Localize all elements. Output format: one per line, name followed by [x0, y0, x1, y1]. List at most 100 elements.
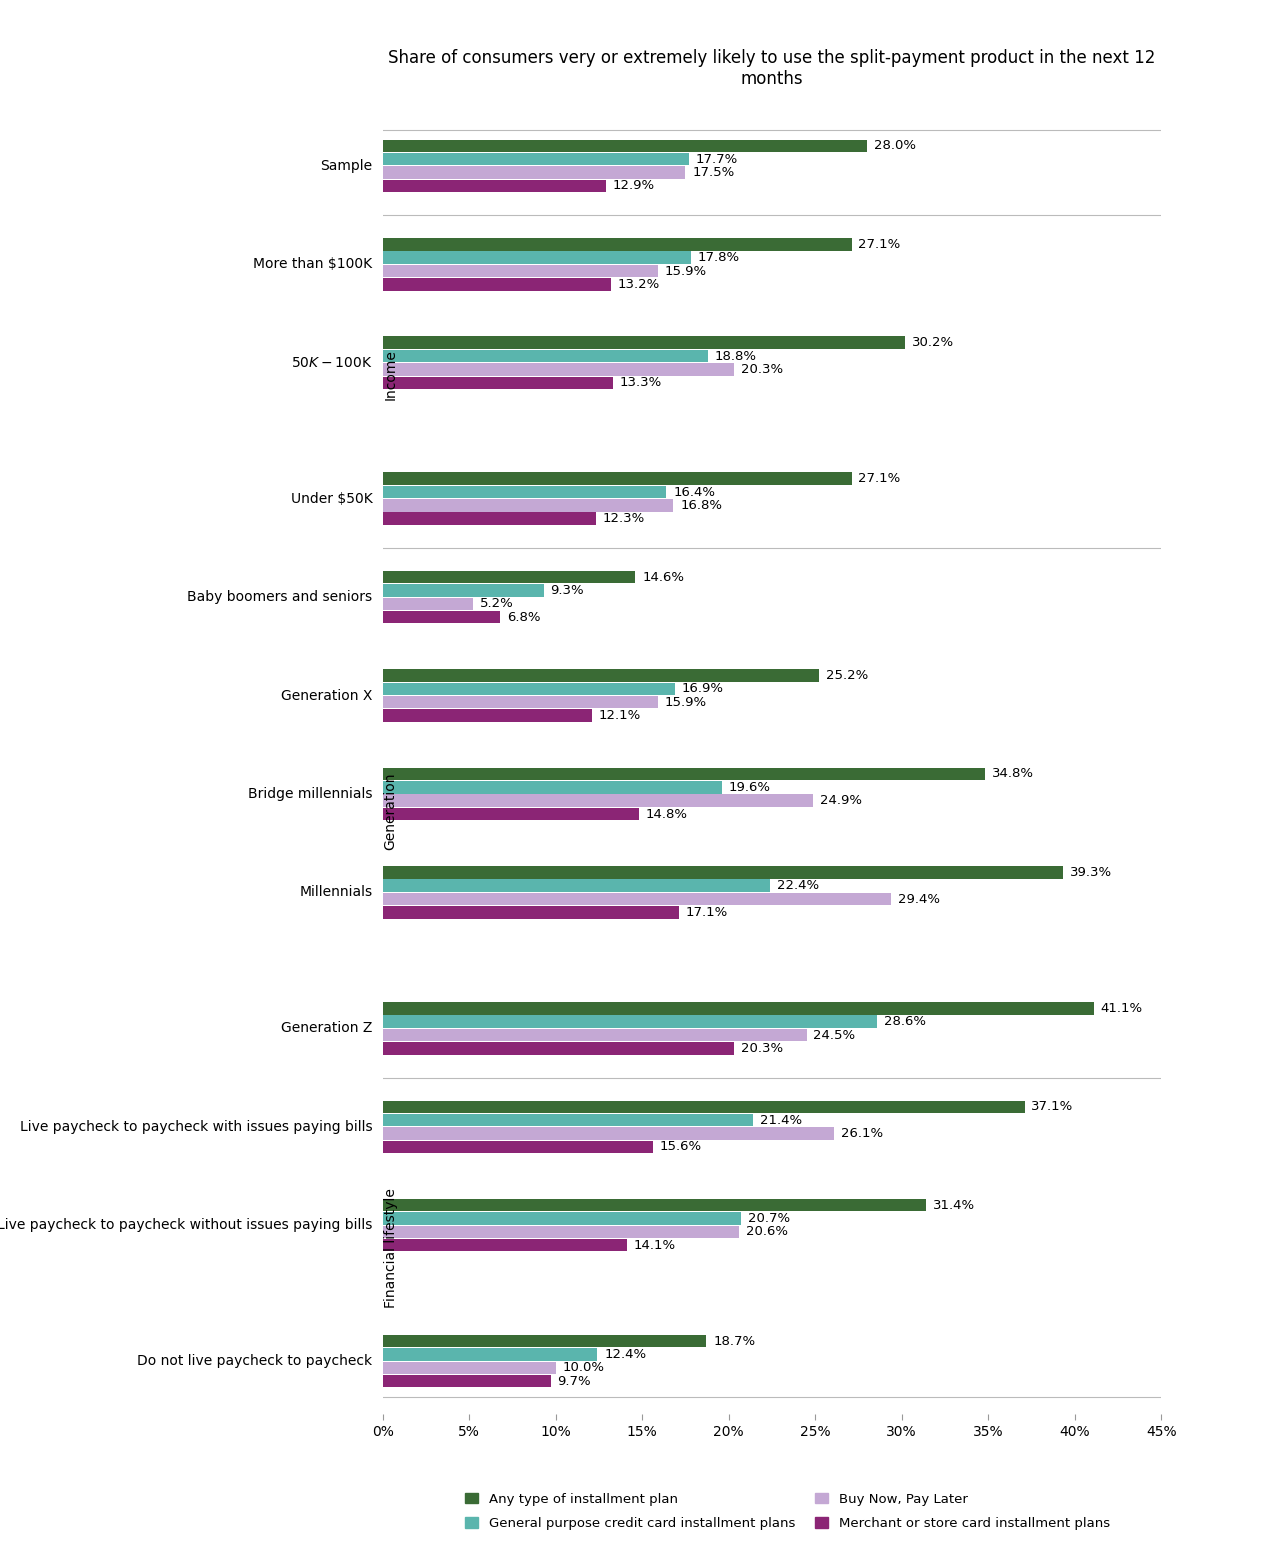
Bar — [383, 376, 612, 388]
Bar — [383, 278, 611, 291]
Legend: Any type of installment plan, General purpose credit card installment plans, Buy: Any type of installment plan, General pu… — [466, 1492, 1110, 1531]
Text: 26.1%: 26.1% — [841, 1127, 883, 1141]
Bar — [383, 238, 851, 250]
Text: 17.1%: 17.1% — [685, 906, 727, 918]
Text: 20.6%: 20.6% — [746, 1226, 789, 1239]
Bar — [383, 1141, 652, 1153]
Text: 27.1%: 27.1% — [859, 472, 901, 485]
Text: 12.1%: 12.1% — [598, 709, 642, 723]
Text: 20.7%: 20.7% — [748, 1212, 790, 1225]
Bar — [383, 584, 544, 597]
Text: 5.2%: 5.2% — [480, 597, 513, 611]
Bar — [383, 670, 819, 682]
Bar — [383, 794, 814, 807]
Bar — [383, 252, 690, 264]
Text: 15.9%: 15.9% — [665, 264, 707, 278]
Text: Bridge millennials: Bridge millennials — [248, 786, 373, 800]
Text: 16.9%: 16.9% — [683, 682, 723, 695]
Bar — [383, 906, 679, 918]
Bar — [383, 1239, 627, 1251]
Bar — [383, 1100, 1025, 1113]
Bar — [383, 1127, 835, 1139]
Text: 30.2%: 30.2% — [912, 336, 954, 350]
Bar — [383, 264, 658, 277]
Text: Generation Z: Generation Z — [281, 1021, 373, 1035]
Bar — [383, 166, 685, 179]
Text: 25.2%: 25.2% — [826, 670, 868, 682]
Text: 28.6%: 28.6% — [884, 1015, 926, 1029]
Text: Generation X: Generation X — [281, 688, 373, 702]
Text: More than $100K: More than $100K — [254, 258, 373, 272]
Text: 24.5%: 24.5% — [814, 1029, 856, 1041]
Bar — [383, 180, 606, 193]
Bar — [383, 350, 708, 362]
Text: 27.1%: 27.1% — [859, 238, 901, 250]
Title: Share of consumers very or extremely likely to use the split-payment product in : Share of consumers very or extremely lik… — [388, 50, 1156, 87]
Text: Live paycheck to paycheck without issues paying bills: Live paycheck to paycheck without issues… — [0, 1218, 373, 1232]
Bar — [383, 768, 985, 780]
Text: 17.7%: 17.7% — [695, 152, 738, 166]
Bar — [383, 808, 639, 821]
Bar — [383, 1002, 1094, 1015]
Text: 18.7%: 18.7% — [713, 1335, 755, 1347]
Text: Under $50K: Under $50K — [291, 491, 373, 505]
Bar — [383, 337, 905, 350]
Text: 6.8%: 6.8% — [508, 611, 541, 623]
Bar — [383, 570, 635, 583]
Text: 12.9%: 12.9% — [612, 179, 655, 193]
Bar — [383, 472, 851, 485]
Bar — [383, 1361, 556, 1374]
Text: Live paycheck to paycheck with issues paying bills: Live paycheck to paycheck with issues pa… — [20, 1120, 373, 1134]
Text: $50K-$100K: $50K-$100K — [291, 356, 373, 370]
Text: 15.9%: 15.9% — [665, 696, 707, 709]
Bar — [383, 140, 868, 152]
Bar — [383, 682, 675, 695]
Text: Generation: Generation — [384, 772, 398, 850]
Bar — [383, 1200, 926, 1212]
Text: 39.3%: 39.3% — [1069, 866, 1111, 880]
Bar — [383, 1349, 597, 1361]
Text: Do not live paycheck to paycheck: Do not live paycheck to paycheck — [138, 1354, 373, 1368]
Bar — [383, 1212, 741, 1225]
Text: 9.7%: 9.7% — [558, 1375, 591, 1388]
Text: 21.4%: 21.4% — [760, 1114, 803, 1127]
Bar — [383, 513, 596, 525]
Bar — [383, 1015, 878, 1027]
Bar — [383, 866, 1063, 878]
Text: 12.3%: 12.3% — [602, 513, 644, 525]
Text: 31.4%: 31.4% — [933, 1198, 975, 1212]
Bar — [383, 611, 500, 623]
Text: 17.5%: 17.5% — [693, 166, 735, 179]
Text: 15.6%: 15.6% — [660, 1141, 702, 1153]
Bar — [383, 152, 689, 165]
Text: 20.3%: 20.3% — [741, 364, 783, 376]
Text: 13.2%: 13.2% — [618, 278, 660, 291]
Bar — [383, 1226, 739, 1239]
Text: Sample: Sample — [320, 159, 373, 172]
Text: 13.3%: 13.3% — [620, 376, 662, 390]
Text: Income: Income — [384, 348, 398, 399]
Bar — [383, 1335, 706, 1347]
Bar — [383, 894, 892, 906]
Bar — [383, 709, 592, 723]
Text: 20.3%: 20.3% — [741, 1041, 783, 1055]
Text: 28.0%: 28.0% — [874, 140, 916, 152]
Bar — [383, 1029, 806, 1041]
Text: 37.1%: 37.1% — [1031, 1100, 1073, 1113]
Bar — [383, 1114, 753, 1127]
Text: 17.8%: 17.8% — [698, 252, 740, 264]
Text: 34.8%: 34.8% — [991, 768, 1034, 780]
Text: 24.9%: 24.9% — [820, 794, 863, 807]
Text: 12.4%: 12.4% — [605, 1347, 647, 1361]
Text: 41.1%: 41.1% — [1101, 1002, 1143, 1015]
Bar — [383, 598, 472, 611]
Bar — [383, 1043, 734, 1055]
Bar — [383, 696, 658, 709]
Text: Baby boomers and seniors: Baby boomers and seniors — [188, 591, 373, 605]
Text: Millennials: Millennials — [300, 886, 373, 900]
Text: 16.4%: 16.4% — [674, 485, 716, 499]
Text: 18.8%: 18.8% — [715, 350, 757, 362]
Text: 14.1%: 14.1% — [634, 1239, 676, 1251]
Bar — [383, 1375, 550, 1388]
Bar — [383, 782, 722, 794]
